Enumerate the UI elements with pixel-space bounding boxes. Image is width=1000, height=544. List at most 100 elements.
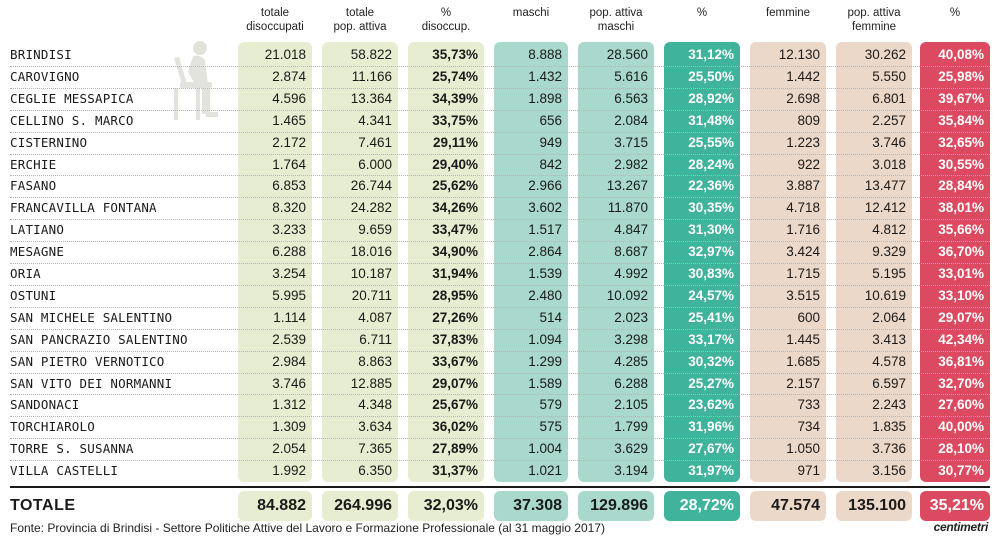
comune-name: FASANO <box>10 178 57 194</box>
header-perc_m: % <box>664 6 740 38</box>
column-panel-femmine <box>750 42 826 482</box>
cell-tot_pop: 26.744 <box>350 178 392 194</box>
cell-pop_f: 3.156 <box>872 463 906 479</box>
cell-pop_m: 6.288 <box>614 375 648 391</box>
cell-tot_dis: 2.984 <box>272 353 306 369</box>
cell-tot_dis: 4.596 <box>272 90 306 106</box>
cell-maschi: 1.021 <box>528 463 562 479</box>
total-pop-f: 135.100 <box>848 497 906 514</box>
cell-maschi: 656 <box>539 112 562 128</box>
cell-pop_m: 2.084 <box>614 112 648 128</box>
header-femmine: femmine <box>750 6 826 38</box>
cell-maschi: 579 <box>539 397 562 413</box>
row-divider <box>10 460 990 462</box>
table-row: ORIA 3.254 10.187 31,94% 1.539 4.992 30,83% 1.7… <box>0 263 1000 285</box>
comune-name: TORRE S. SUSANNA <box>10 441 134 457</box>
cell-perc_m: 31,12% <box>688 47 734 62</box>
cell-perc: 29,07% <box>432 375 478 391</box>
table-row: SAN VITO DEI NORMANNI 3.746 12.885 29,07% 1.… <box>0 373 1000 395</box>
cell-perc_f: 32,70% <box>938 375 984 391</box>
cell-tot_dis: 2.172 <box>272 134 306 150</box>
cell-tot_pop: 7.461 <box>358 134 392 150</box>
cell-tot_pop: 6.350 <box>358 463 392 479</box>
comune-name: ORIA <box>10 266 41 281</box>
cell-pop_f: 4.812 <box>872 222 906 238</box>
seated-person-icon <box>174 41 218 120</box>
column-panel-perc <box>408 42 484 482</box>
cell-perc_m: 28,92% <box>688 90 734 106</box>
cell-pop_f: 12.412 <box>864 200 906 216</box>
cell-tot_pop: 7.365 <box>358 441 392 457</box>
cell-tot_pop: 11.166 <box>351 68 392 84</box>
table-row: FASANO 6.853 26.744 25,62% 2.966 13.267 22,36%… <box>0 175 1000 197</box>
table-row: VILLA CASTELLI 1.992 6.350 31,37% 1.021 3.194… <box>0 460 1000 482</box>
cell-tot_dis: 21.018 <box>264 47 306 62</box>
cell-pop_f: 5.550 <box>872 68 906 84</box>
cell-femmine: 1.050 <box>786 441 820 457</box>
cell-femmine: 3.887 <box>786 178 820 194</box>
cell-tot_dis: 1.309 <box>272 419 306 435</box>
cell-perc_m: 24,57% <box>688 287 734 303</box>
cell-pop_m: 3.629 <box>614 441 648 457</box>
cell-tot_dis: 8.320 <box>272 200 306 216</box>
cell-maschi: 1.517 <box>528 222 562 238</box>
header-line: maschi <box>512 7 550 19</box>
cell-perc: 34,90% <box>432 244 478 260</box>
cell-maschi: 1.299 <box>528 353 562 369</box>
cell-tot_dis: 3.746 <box>272 375 306 391</box>
cell-tot_dis: 3.233 <box>272 222 306 238</box>
cell-tot_dis: 1.992 <box>272 463 306 479</box>
cell-pop_f: 6.801 <box>872 90 906 106</box>
row-divider <box>10 131 990 133</box>
cell-tot_dis: 1.465 <box>272 112 306 128</box>
cell-tot_pop: 6.000 <box>358 156 392 172</box>
row-divider <box>10 219 990 221</box>
cell-perc_m: 32,97% <box>688 244 734 260</box>
cell-perc_m: 27,67% <box>688 441 734 457</box>
row-divider <box>10 284 990 286</box>
comune-name: SANDONACI <box>10 397 80 413</box>
cell-perc_f: 33,10% <box>938 287 984 303</box>
cell-perc_m: 28,24% <box>688 156 734 172</box>
comune-name: FRANCAVILLA FONTANA <box>10 200 157 216</box>
cell-perc_m: 31,48% <box>688 112 734 128</box>
comune-name: SAN VITO DEI NORMANNI <box>10 375 173 391</box>
cell-femmine: 4.718 <box>786 200 820 216</box>
cell-maschi: 1.432 <box>528 68 562 84</box>
cell-pop_m: 2.105 <box>614 397 648 413</box>
row-divider <box>10 416 990 418</box>
table-row: BRINDISI 21.018 58.822 35,73% 8.888 28.560 31,… <box>0 44 1000 66</box>
cell-perc: 28,95% <box>432 287 478 303</box>
cell-maschi: 2.864 <box>528 244 562 260</box>
column-panel-maschi <box>494 42 568 482</box>
cell-maschi: 949 <box>539 134 562 150</box>
cell-perc_f: 36,81% <box>938 353 984 369</box>
cell-pop_f: 3.413 <box>872 331 906 347</box>
row-divider <box>10 306 990 308</box>
cell-perc: 35,73% <box>432 47 478 62</box>
cell-femmine: 971 <box>797 463 820 479</box>
cell-pop_m: 10.092 <box>606 287 648 303</box>
header-line: totale <box>260 7 290 19</box>
cell-perc_f: 42,34% <box>938 331 984 347</box>
cell-tot_dis: 2.054 <box>272 441 306 457</box>
table-row: FRANCAVILLA FONTANA 8.320 24.282 34,26% 3.60… <box>0 197 1000 219</box>
cell-tot_dis: 1.764 <box>272 156 306 172</box>
table-row: TORRE S. SUSANNA 2.054 7.365 27,89% 1.004 3.6… <box>0 438 1000 460</box>
total-tot-pop: 264.996 <box>334 497 392 514</box>
cell-pop_m: 4.285 <box>614 353 648 369</box>
column-panel-tot_dis <box>238 42 312 482</box>
cell-femmine: 733 <box>797 397 820 413</box>
total-tot-dis: 84.882 <box>257 497 306 514</box>
cell-perc_m: 31,96% <box>688 419 734 435</box>
column-panel-pop_f <box>836 42 912 482</box>
cell-perc_f: 35,84% <box>938 112 984 128</box>
table-row: SAN PIETRO VERNOTICO 2.984 8.863 33,67% 1.29… <box>0 351 1000 373</box>
cell-perc_m: 30,32% <box>688 353 734 369</box>
cell-perc_f: 25,98% <box>938 68 984 84</box>
header-line: % <box>440 7 452 19</box>
row-divider <box>10 87 990 89</box>
cell-maschi: 2.480 <box>528 287 562 303</box>
header-line: pop. attiva <box>847 7 901 19</box>
comune-name: CISTERNINO <box>10 134 88 150</box>
